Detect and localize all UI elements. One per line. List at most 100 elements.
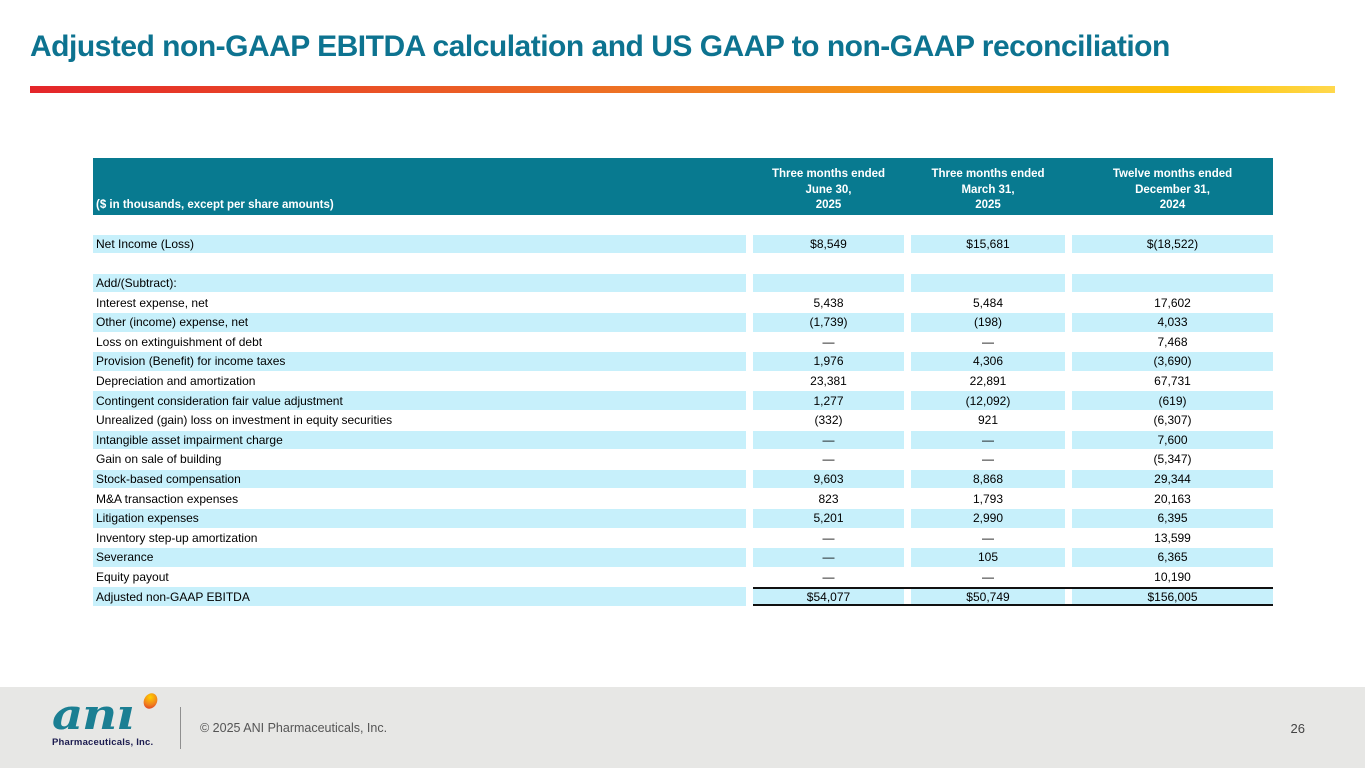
row-label <box>93 254 746 273</box>
row-label: Stock-based compensation <box>93 469 746 489</box>
table-row: Gain on sale of building — — (5,347) <box>93 450 1273 469</box>
table-spacer-row <box>93 215 1273 234</box>
row-value: 13,599 <box>1154 530 1191 545</box>
row-value <box>1072 273 1273 293</box>
row-value <box>1072 215 1273 234</box>
ani-logo-wordmark: anı <box>52 690 134 739</box>
table-header: ($ in thousands, except per share amount… <box>93 158 1273 215</box>
row-values: $54,077 $50,749 $156,005 <box>753 587 1273 606</box>
page-number: 26 <box>1290 721 1305 736</box>
table-row: Severance — 105 6,365 <box>93 548 1273 567</box>
row-label <box>93 215 746 234</box>
row-value: 823 <box>818 491 839 506</box>
row-values <box>753 254 1273 273</box>
row-value: 4,306 <box>911 352 1065 371</box>
row-values: $8,549 $15,681 $(18,522) <box>753 234 1273 254</box>
row-value: 9,603 <box>753 469 904 489</box>
row-value <box>1072 254 1273 273</box>
row-label: M&A transaction expenses <box>96 491 239 506</box>
column-header-line: 2025 <box>815 199 842 212</box>
row-value: 2,990 <box>911 508 1065 528</box>
row-value: $8,549 <box>753 234 904 254</box>
row-value: 5,201 <box>753 508 904 528</box>
row-value: 17,602 <box>1154 295 1191 310</box>
column-header-q1-2025: Three months ended March 31, 2025 <box>911 158 1065 215</box>
orange-leaf-dot-icon <box>141 690 160 712</box>
row-value: (12,092) <box>911 391 1065 410</box>
table-body: Net Income (Loss) $8,549 $15,681 $(18,522) A… <box>93 215 1273 606</box>
row-value: 8,868 <box>911 469 1065 489</box>
row-value: — <box>982 334 994 349</box>
table-caption: ($ in thousands, except per share amount… <box>96 199 334 211</box>
row-value: 1,793 <box>972 491 1004 506</box>
row-value: — <box>753 430 904 450</box>
row-value: 5,484 <box>972 295 1004 310</box>
row-value: (6,307) <box>1153 413 1192 428</box>
row-value: (1,739) <box>753 312 904 332</box>
row-values: — — 13,599 <box>753 529 1273 548</box>
table-row: Other (income) expense, net (1,739) (198) 4… <box>93 312 1273 332</box>
row-values: 23,381 22,891 67,731 <box>753 372 1273 391</box>
row-label: Adjusted non-GAAP EBITDA <box>93 587 746 606</box>
row-value: 23,381 <box>810 374 847 389</box>
row-values: 9,603 8,868 29,344 <box>753 469 1273 489</box>
table-row: Provision (Benefit) for income taxes 1,97… <box>93 352 1273 371</box>
row-value: 105 <box>911 548 1065 567</box>
table-row: Add/(Subtract): <box>93 273 1273 293</box>
row-label: Inventory step-up amortization <box>96 530 258 545</box>
row-label: Unrealized (gain) loss on investment in … <box>96 413 393 428</box>
row-value: 67,731 <box>1154 374 1191 389</box>
row-label: Contingent consideration fair value adju… <box>93 391 746 410</box>
table-row: Loss on extinguishment of debt — — 7,468 <box>93 333 1273 352</box>
table-row: Unrealized (gain) loss on investment in … <box>93 411 1273 430</box>
row-value: — <box>822 334 835 349</box>
row-value: — <box>911 430 1065 450</box>
table-row: Equity payout — — 10,190 <box>93 568 1273 587</box>
ebitda-reconciliation-table: ($ in thousands, except per share amount… <box>93 158 1273 607</box>
row-values: — — 7,468 <box>753 333 1273 352</box>
row-value: (619) <box>1072 391 1273 410</box>
column-header-line: Twelve months ended <box>1112 168 1233 180</box>
row-label: Equity payout <box>96 569 169 584</box>
row-value: $(18,522) <box>1072 234 1273 254</box>
row-value <box>911 254 1065 273</box>
row-value: $156,005 <box>1072 589 1273 604</box>
row-values: 1,976 4,306 (3,690) <box>753 352 1273 371</box>
table-row: Litigation expenses 5,201 2,990 6,395 <box>93 508 1273 528</box>
slide-footer: anı Pharmaceuticals, Inc. © 2025 ANI Pha… <box>0 687 1365 768</box>
row-value: — <box>822 452 835 467</box>
row-values: 5,201 2,990 6,395 <box>753 508 1273 528</box>
table-row: Contingent consideration fair value adju… <box>93 391 1273 410</box>
row-value: $15,681 <box>911 234 1065 254</box>
row-values <box>753 273 1273 293</box>
row-label: Net Income (Loss) <box>93 234 746 254</box>
table-row: Net Income (Loss) $8,549 $15,681 $(18,522) <box>93 234 1273 254</box>
row-values: — — (5,347) <box>753 450 1273 469</box>
row-value: 1,976 <box>753 352 904 371</box>
table-row: Interest expense, net 5,438 5,484 17,602 <box>93 293 1273 312</box>
row-label: Severance <box>93 548 746 567</box>
row-value: 6,365 <box>1072 548 1273 567</box>
column-header-line: December 31, <box>1135 183 1210 196</box>
row-value: — <box>982 530 994 545</box>
column-header-line: 2024 <box>1159 199 1186 212</box>
table-row: Inventory step-up amortization — — 13,599 <box>93 529 1273 548</box>
column-header-line: Three months ended <box>931 168 1045 180</box>
row-value: $54,077 <box>753 589 904 604</box>
column-header-line: 2025 <box>975 199 1001 212</box>
row-value: 6,395 <box>1072 508 1273 528</box>
row-value: (198) <box>911 312 1065 332</box>
row-label: Gain on sale of building <box>96 452 222 467</box>
row-value: 7,600 <box>1072 430 1273 450</box>
row-value: — <box>822 569 835 584</box>
row-values: — 105 6,365 <box>753 548 1273 567</box>
row-values: — — 7,600 <box>753 430 1273 450</box>
row-label: Other (income) expense, net <box>93 312 746 332</box>
column-header-line: June 30, <box>805 183 852 196</box>
table-row: Intangible asset impairment charge — — 7,60… <box>93 430 1273 450</box>
row-value: 5,438 <box>813 295 844 310</box>
row-value: (5,347) <box>1153 452 1192 467</box>
page-title: Adjusted non-GAAP EBITDA calculation and… <box>30 30 1170 63</box>
row-values <box>753 215 1273 234</box>
ani-logo: anı Pharmaceuticals, Inc. <box>52 690 182 748</box>
